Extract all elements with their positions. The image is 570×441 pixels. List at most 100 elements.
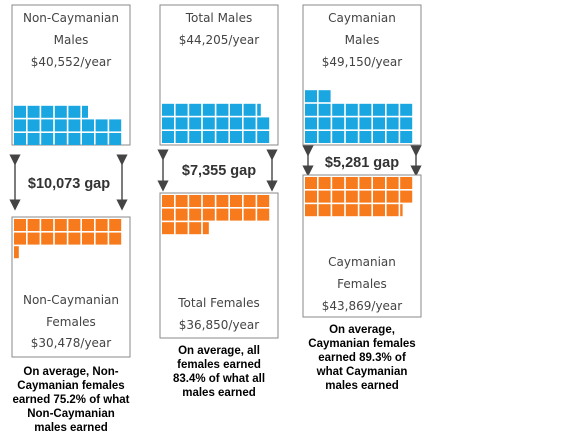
waffle-square	[243, 195, 256, 207]
waffle-square	[230, 195, 242, 207]
waffle-square	[257, 103, 261, 116]
waffle-square	[257, 195, 270, 207]
waffle-square	[318, 177, 331, 189]
waffle-square	[332, 190, 345, 203]
female-salary: $30,478/year	[31, 336, 112, 350]
female-label-line-2: Females	[337, 277, 387, 291]
female-salary: $36,850/year	[179, 318, 260, 332]
waffle-square	[202, 222, 209, 235]
waffle-square	[202, 195, 215, 207]
waffle-square	[14, 105, 26, 118]
waffle-square	[305, 204, 317, 217]
waffle-square	[257, 208, 270, 221]
waffle-square	[189, 131, 202, 143]
waffle-square	[68, 105, 81, 118]
waffle-square	[257, 131, 270, 143]
female-waffle-total	[162, 195, 270, 235]
waffle-square	[373, 204, 385, 217]
waffle-square	[162, 208, 174, 221]
note-line-4: Non-Caymanian	[27, 408, 115, 420]
waffle-square	[216, 117, 229, 130]
waffle-square	[386, 204, 399, 217]
panel-non-caymanian: Non-Caymanian Males $40,552/year $10,073…	[9, 4, 131, 434]
male-salary: $49,150/year	[322, 55, 403, 69]
waffle-square	[189, 103, 202, 116]
waffle-square	[305, 177, 317, 189]
male-label-line-1: Non-Caymanian	[23, 11, 119, 25]
waffle-square	[345, 117, 358, 130]
waffle-square	[14, 219, 26, 231]
male-label-line-2: Males	[54, 33, 89, 47]
note-line-1: On average, Non-	[23, 366, 118, 378]
waffle-square	[41, 105, 54, 118]
note-line-3: earned 75.2% of what	[13, 394, 130, 406]
waffle-square	[386, 117, 399, 130]
panel-total: Total Males $44,205/year $7,355 gap Tota…	[157, 4, 279, 399]
waffle-square	[82, 232, 94, 245]
gap-label-non-caymanian: $10,073 gap	[28, 176, 110, 192]
waffle-square	[95, 232, 108, 245]
waffle-square	[373, 190, 385, 203]
waffle-square	[216, 103, 229, 116]
waffle-square	[305, 90, 317, 103]
waffle-square	[373, 177, 385, 189]
waffle-square	[189, 208, 202, 221]
waffle-square	[318, 103, 331, 116]
gap-label-total: $7,355 gap	[182, 163, 256, 179]
waffle-square	[400, 204, 403, 217]
male-waffle-non-caymanian	[14, 105, 122, 145]
waffle-square	[216, 208, 229, 221]
waffle-square	[216, 131, 229, 143]
waffle-square	[27, 219, 40, 231]
waffle-square	[202, 208, 215, 221]
waffle-square	[243, 103, 256, 116]
waffle-square	[54, 232, 67, 245]
waffle-square	[373, 131, 385, 143]
waffle-square	[95, 119, 108, 132]
waffle-square	[109, 133, 122, 145]
waffle-square	[359, 204, 372, 217]
note-line-1: On average, all	[178, 345, 260, 357]
waffle-square	[14, 246, 19, 259]
waffle-square	[230, 117, 242, 130]
note-line-2: Caymanian females	[17, 380, 124, 392]
male-waffle-caymanian	[305, 90, 413, 143]
female-label-line-1: Caymanian	[328, 255, 396, 269]
waffle-square	[400, 131, 413, 143]
note-line-4: what Caymanian	[316, 366, 408, 378]
waffle-square	[27, 133, 40, 145]
waffle-square	[14, 133, 26, 145]
waffle-square	[27, 105, 40, 118]
waffle-square	[318, 131, 331, 143]
waffle-square	[318, 90, 331, 103]
female-label-line-2: Females	[46, 315, 96, 329]
note-line-2: females earned	[177, 359, 261, 371]
waffle-square	[400, 177, 413, 189]
waffle-square	[373, 103, 385, 116]
waffle-square	[82, 219, 94, 231]
waffle-square	[54, 119, 67, 132]
waffle-square	[54, 105, 67, 118]
waffle-square	[243, 117, 256, 130]
female-label-line-1: Total Females	[177, 296, 259, 310]
waffle-square	[332, 177, 345, 189]
waffle-square	[359, 177, 372, 189]
waffle-square	[305, 131, 317, 143]
waffle-square	[386, 131, 399, 143]
waffle-square	[230, 208, 242, 221]
waffle-square	[400, 103, 413, 116]
male-salary: $44,205/year	[179, 33, 260, 47]
waffle-square	[359, 117, 372, 130]
note-line-3: earned 89.3% of	[318, 352, 406, 364]
note-line-5: males earned	[34, 422, 108, 434]
note-line-5: males earned	[325, 380, 399, 392]
waffle-square	[318, 117, 331, 130]
waffle-square	[175, 195, 188, 207]
waffle-square	[27, 119, 40, 132]
waffle-square	[305, 190, 317, 203]
waffle-square	[27, 232, 40, 245]
waffle-square	[243, 131, 256, 143]
waffle-square	[68, 232, 81, 245]
waffle-square	[109, 219, 122, 231]
